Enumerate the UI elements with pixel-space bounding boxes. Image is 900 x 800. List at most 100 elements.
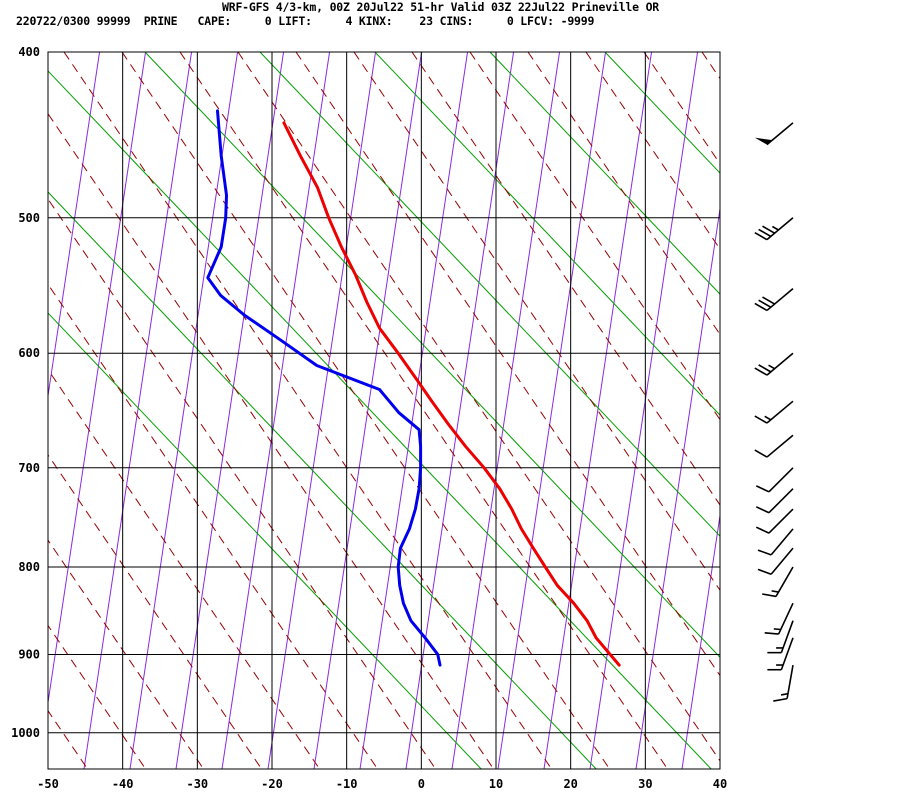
dry-adiabat-line: [585, 52, 720, 250]
wind-barb-half-feather: [771, 590, 779, 593]
dry-adiabat-line: [469, 52, 720, 421]
wind-barb-feather: [755, 526, 770, 534]
wind-barb-shaft: [770, 528, 794, 556]
wind-barb-feather: [754, 415, 768, 424]
wind-barb-feather: [758, 228, 772, 238]
x-tick-label: 20: [563, 777, 577, 791]
wind-barb-half-feather: [780, 692, 789, 696]
wind-barb-shaft: [780, 637, 794, 671]
adiabat-lines: [48, 52, 900, 769]
dry-adiabat-line: [237, 52, 720, 762]
wind-barb-shaft: [766, 287, 794, 312]
wind-barb-shaft: [766, 122, 794, 146]
mixing-ratio-line: [820, 52, 900, 769]
wind-barb-shaft: [786, 664, 794, 699]
x-tick-label: -50: [37, 777, 59, 791]
wind-barb: [757, 528, 794, 556]
dry-adiabat-line: [48, 112, 494, 769]
wind-barb: [762, 566, 794, 598]
dry-adiabat-line: [48, 624, 146, 769]
wind-barb-shaft: [768, 508, 794, 534]
mixing-ratio-line: [359, 52, 469, 769]
wind-barb-half-feather: [764, 415, 772, 421]
wind-barb-feather: [762, 225, 776, 234]
mixing-ratio-line: [405, 52, 515, 769]
wind-barb: [754, 287, 794, 312]
wind-barb: [767, 637, 794, 671]
wind-barb-half-feather: [773, 628, 781, 631]
y-tick-label: 400: [18, 45, 40, 59]
wind-barb-pennant: [754, 137, 773, 145]
wind-barb: [754, 434, 794, 458]
sounding-indices: 220722/0300 99999 PRINE CAPE: 0 LIFT: 4 …: [16, 14, 595, 28]
mixing-ratio-line: [267, 52, 377, 769]
y-tick-label: 700: [18, 461, 40, 475]
mixing-ratio-line: [497, 52, 607, 769]
wind-barb: [754, 122, 794, 146]
dry-adiabat-line: [48, 454, 262, 769]
mixing-ratio-line: [635, 205, 720, 769]
dry-adiabat-line: [643, 52, 720, 165]
wind-barb-half-feather: [768, 364, 776, 370]
sounding-title: WRF-GFS 4/3-km, 00Z 20Jul22 51-hr Valid …: [222, 0, 660, 14]
wind-barb-feather: [764, 632, 779, 635]
wind-barb-feather: [758, 364, 772, 373]
wind-barb-shaft: [777, 602, 794, 635]
dry-adiabat-line: [701, 52, 720, 80]
dry-adiabat-line: [63, 52, 552, 769]
wind-barb: [755, 488, 794, 514]
x-tick-label: 30: [638, 777, 652, 791]
wind-barb-feather: [755, 485, 770, 493]
dry-adiabat-line: [121, 52, 610, 769]
wind-barb-feather: [755, 506, 770, 514]
dry-adiabat-line: [527, 52, 720, 336]
wind-barb-feather: [762, 593, 777, 598]
mixing-ratio-line: [543, 52, 653, 769]
x-tick-label: -40: [112, 777, 134, 791]
wind-barb-feather: [758, 299, 772, 308]
dry-adiabat-line: [179, 52, 668, 769]
dry-adiabat-line: [818, 52, 900, 769]
wind-barb-feather: [754, 367, 768, 376]
moist-adiabat-line: [835, 52, 900, 769]
mixing-ratio-line: [866, 52, 900, 769]
wind-barb-shaft: [766, 352, 794, 376]
wind-barb: [754, 217, 794, 241]
moist-adiabat-line: [144, 52, 720, 658]
grid-lines: [48, 52, 720, 769]
mixing-ratio-line: [774, 52, 882, 769]
sounding-header: WRF-GFS 4/3-km, 00Z 20Jul22 51-hr Valid …: [0, 0, 900, 34]
mixing-ratio-line: [451, 52, 561, 769]
wind-barb-feather: [773, 697, 788, 702]
mixing-ratio-line: [48, 52, 147, 706]
moist-adiabat-line: [604, 52, 720, 174]
wind-barb-shaft: [780, 620, 794, 653]
wind-barb-shaft: [766, 217, 794, 241]
mixing-ratio-line: [129, 52, 239, 769]
wind-barb-shaft: [768, 467, 794, 493]
mixing-ratio-line: [313, 52, 423, 769]
dry-adiabat-line: [48, 283, 378, 769]
moist-adiabat-line: [489, 52, 720, 295]
dry-adiabat-line: [48, 198, 436, 769]
y-tick-labels: 400 500 600 700 800 900 1000: [11, 45, 40, 740]
wind-barb-shaft: [766, 434, 794, 458]
x-tick-label: 10: [489, 777, 503, 791]
dry-adiabat-line: [295, 52, 720, 677]
wind-barb: [767, 620, 794, 654]
moist-adiabat-line: [48, 312, 482, 769]
mixing-ratio-line: [83, 52, 193, 769]
moist-adiabat-line: [48, 70, 712, 769]
wind-barb-feather: [762, 296, 776, 305]
wind-barb: [754, 352, 794, 376]
y-tick-label: 1000: [11, 726, 40, 740]
mixing-ratio-line: [175, 52, 285, 769]
dewpoint-trace: [206, 109, 442, 667]
y-tick-label: 500: [18, 211, 40, 225]
mixing-ratio-line: [681, 512, 720, 769]
temperature-trace: [282, 121, 621, 667]
wind-barb: [764, 602, 794, 635]
wind-barb-half-feather: [771, 225, 779, 231]
wind-barb-feather: [754, 231, 768, 241]
